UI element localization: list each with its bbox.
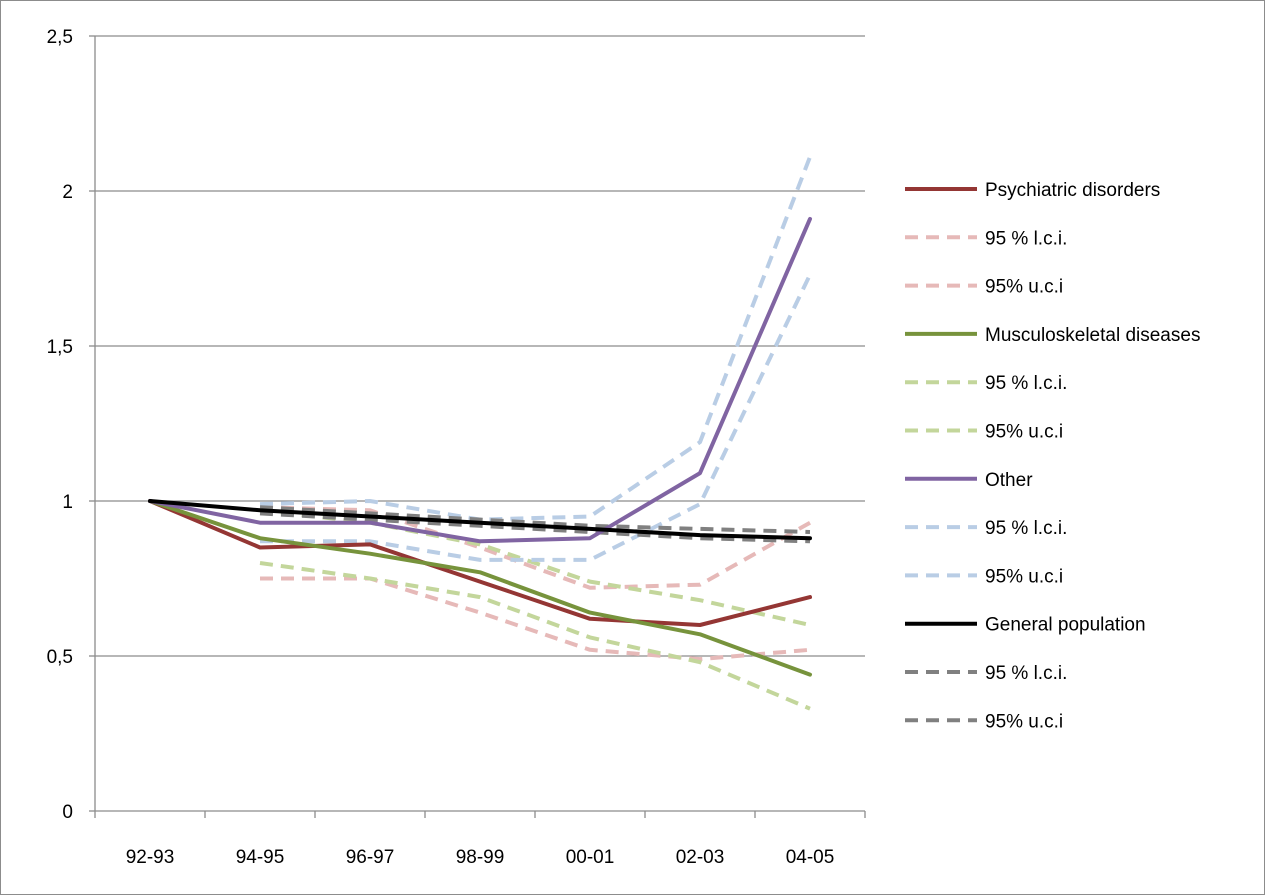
series-line-0 bbox=[148, 499, 812, 627]
series-line-7 bbox=[260, 273, 812, 562]
legend-label: Psychiatric disorders bbox=[985, 180, 1160, 201]
legend-label: 95% u.c.i bbox=[985, 711, 1063, 732]
legend-label: 95 % l.c.i. bbox=[985, 228, 1067, 249]
y-tick-label: 1,5 bbox=[47, 337, 73, 358]
x-tick-label: 00-01 bbox=[566, 847, 615, 868]
legend-label: 95 % l.c.i. bbox=[985, 663, 1067, 684]
series-line-2 bbox=[259, 505, 811, 590]
series-line-1 bbox=[260, 576, 811, 662]
y-tick-label: 2 bbox=[62, 182, 73, 203]
series-lines bbox=[148, 156, 812, 711]
x-tick-label: 96-97 bbox=[346, 847, 395, 868]
series-line-9 bbox=[148, 499, 812, 541]
x-tick-label: 98-99 bbox=[456, 847, 505, 868]
legend-label: General population bbox=[985, 615, 1146, 636]
series-line-4 bbox=[259, 561, 811, 711]
x-tick-label: 92-93 bbox=[126, 847, 175, 868]
series-line-6 bbox=[148, 216, 812, 544]
x-tick-label: 02-03 bbox=[676, 847, 725, 868]
gridlines bbox=[95, 35, 865, 657]
legend-label: 95 % l.c.i. bbox=[985, 518, 1067, 539]
series-line-10 bbox=[259, 511, 811, 544]
legend-label: 95% u.c.i bbox=[985, 422, 1063, 443]
y-tick-label: 0 bbox=[62, 802, 73, 823]
axes: 0 0,5 1 1,5 2 2,5 92-93 94-95 96-97 98-99 00-01 02-… bbox=[47, 27, 866, 868]
y-tick-label: 0,5 bbox=[47, 647, 73, 668]
legend-label: Musculoskeletal diseases bbox=[985, 325, 1200, 346]
legend-label: Other bbox=[985, 470, 1033, 491]
legend-label: 95 % l.c.i. bbox=[985, 373, 1067, 394]
x-tick-label: 94-95 bbox=[236, 847, 285, 868]
series-line-5 bbox=[259, 508, 811, 627]
series-line-3 bbox=[148, 499, 812, 677]
legend-label: 95% u.c.i bbox=[985, 566, 1063, 587]
x-tick-label: 04-05 bbox=[786, 847, 835, 868]
y-tick-label: 2,5 bbox=[47, 27, 73, 48]
series-line-11 bbox=[259, 505, 811, 534]
y-tick-label: 1 bbox=[62, 492, 73, 513]
legend-label: 95% u.c.i bbox=[985, 277, 1063, 298]
legend: Psychiatric disorders 95 % l.c.i. 95% u.c.… bbox=[905, 180, 1200, 732]
series-line-8 bbox=[259, 156, 812, 522]
